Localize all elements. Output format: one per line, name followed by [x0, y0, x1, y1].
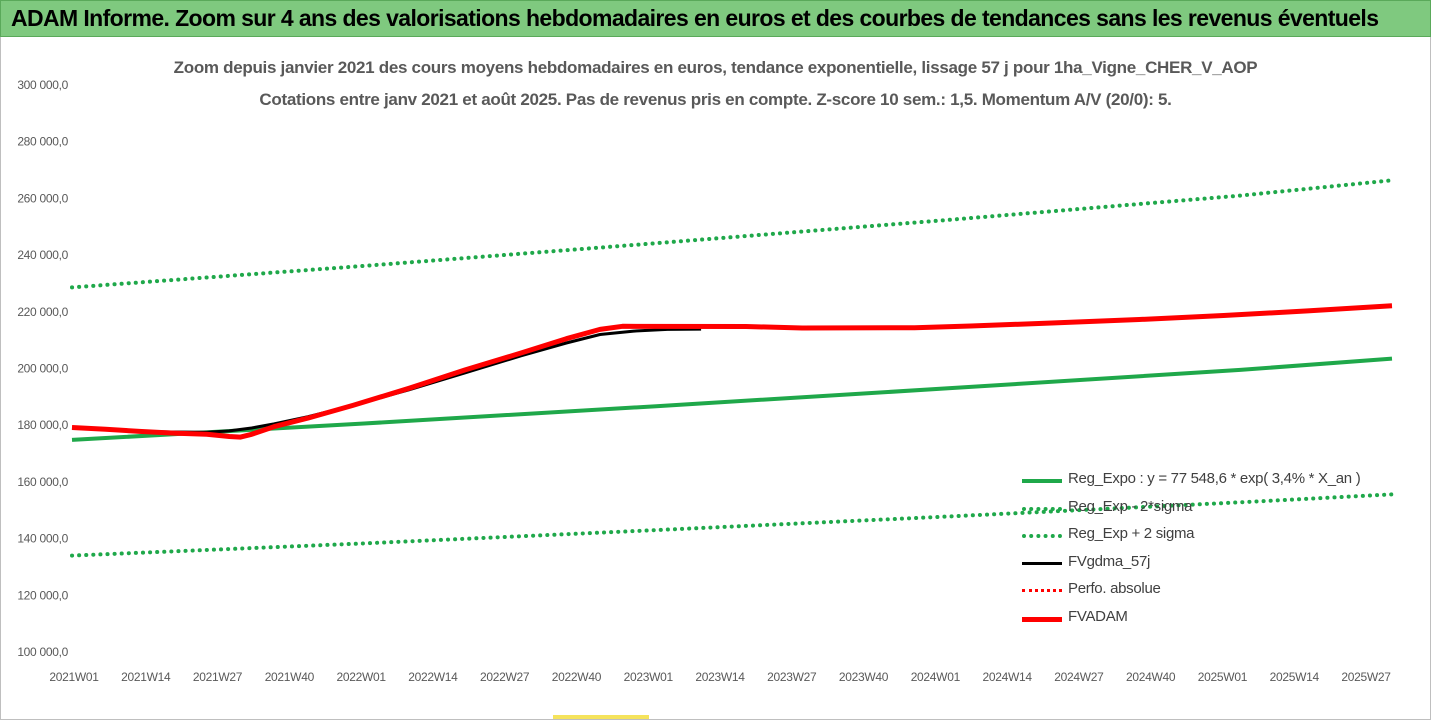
x-tick-label: 2023W40 [839, 670, 889, 684]
x-tick-label: 2022W01 [336, 670, 386, 684]
legend-swatch [1022, 561, 1062, 565]
x-tick-label: 2024W27 [1054, 670, 1104, 684]
x-tick-label: 2023W01 [624, 670, 674, 684]
x-tick-label: 2024W40 [1126, 670, 1176, 684]
legend-label: Reg_Exp - 2*sigma [1068, 497, 1193, 515]
x-tick-label: 2021W14 [121, 670, 171, 684]
x-tick-label: 2023W14 [695, 670, 745, 684]
chart-title-line1: Zoom depuis janvier 2021 des cours moyen… [173, 58, 1258, 77]
y-tick-label: 220 000,0 [17, 305, 68, 319]
x-tick-label: 2021W01 [49, 670, 99, 684]
series-line [70, 492, 1394, 558]
legend-label: Reg_Expo : y = 77 548,6 * exp( 3,4% * X_… [1068, 470, 1361, 487]
y-tick-label: 140 000,0 [17, 532, 68, 546]
bottom-accent-bar [553, 715, 649, 719]
x-tick-label: 2025W14 [1270, 670, 1320, 684]
legend-swatch [1022, 534, 1062, 538]
y-tick-label: 280 000,0 [17, 135, 68, 149]
y-tick-label: 100 000,0 [17, 645, 68, 659]
legend-item: Perfo. absolue [1022, 580, 1342, 600]
chart-title-line2: Cotations entre janv 2021 et août 2025. … [259, 90, 1172, 109]
legend-item: FVADAM [1022, 608, 1342, 628]
x-tick-label: 2024W01 [911, 670, 961, 684]
series-line [70, 178, 1394, 290]
y-tick-label: 260 000,0 [17, 191, 68, 205]
series-line [71, 303, 1393, 440]
report-title: ADAM Informe. Zoom sur 4 ans des valoris… [11, 5, 1379, 31]
x-tick-label: 2022W14 [408, 670, 458, 684]
legend-label: FVgdma_57j [1068, 552, 1151, 570]
legend-swatch [1022, 479, 1062, 483]
legend-label: Reg_Exp + 2 sigma [1068, 525, 1195, 542]
legend-swatch [1022, 506, 1062, 511]
series-line [71, 327, 702, 434]
legend-swatch [1022, 589, 1062, 592]
x-tick-label: 2025W01 [1198, 670, 1248, 684]
legend-swatch [1022, 616, 1062, 622]
x-tick-label: 2022W27 [480, 670, 530, 684]
y-tick-label: 160 000,0 [17, 475, 68, 489]
series-line [71, 356, 1393, 442]
legend-label: FVADAM [1068, 607, 1128, 625]
x-tick-label: 2021W27 [193, 670, 243, 684]
x-tick-label: 2021W40 [265, 670, 315, 684]
x-tick-label: 2024W14 [982, 670, 1032, 684]
y-tick-label: 180 000,0 [17, 418, 68, 432]
report-banner: ADAM Informe. Zoom sur 4 ans des valoris… [0, 0, 1431, 37]
y-tick-label: 240 000,0 [17, 248, 68, 262]
y-tick-label: 200 000,0 [17, 362, 68, 376]
legend-label: Perfo. absolue [1068, 580, 1161, 597]
legend-item: Reg_Exp + 2 sigma [1022, 525, 1342, 545]
legend-item: Reg_Exp - 2*sigma [1022, 498, 1342, 518]
legend-item: Reg_Expo : y = 77 548,6 * exp( 3,4% * X_… [1022, 470, 1361, 490]
x-tick-label: 2025W27 [1341, 670, 1391, 684]
y-tick-label: 120 000,0 [17, 588, 68, 602]
x-tick-label: 2022W40 [552, 670, 602, 684]
legend-item: FVgdma_57j [1022, 553, 1342, 573]
x-tick-label: 2023W27 [767, 670, 817, 684]
y-tick-label: 300 000,0 [17, 78, 68, 92]
